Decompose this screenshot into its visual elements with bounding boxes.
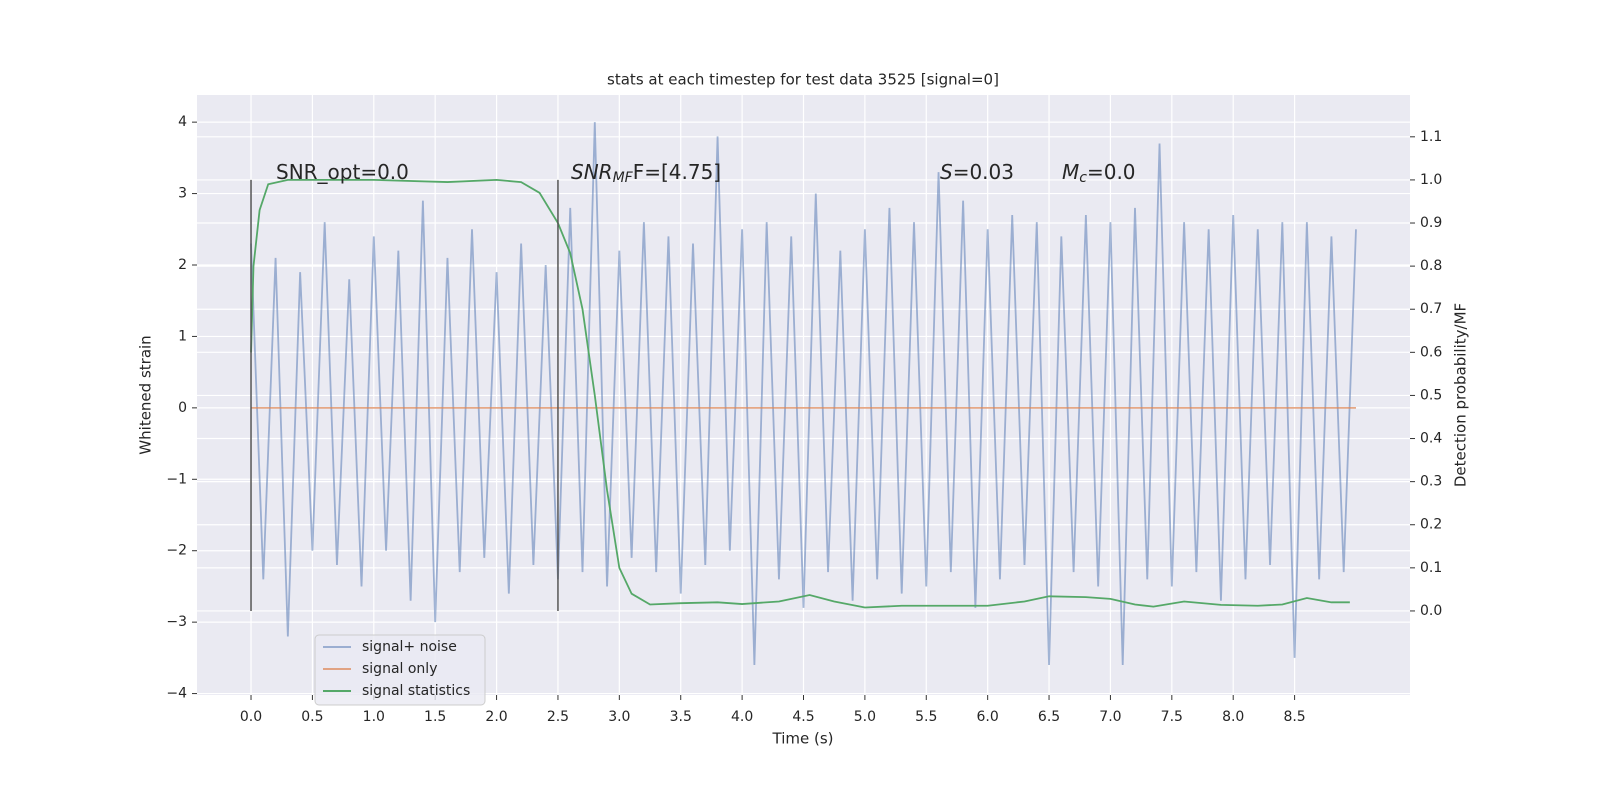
y-tick-label: −2 [166, 543, 187, 559]
axes: 0.0 0.5 1.0 1.5 2.0 2.5 3.0 3.5 4.0 4.5 5.0 5.5 6.0 6… [166, 114, 1442, 725]
y-tick-label: −3 [166, 614, 187, 630]
y2-tick-label: 0.2 [1420, 517, 1442, 533]
series-line [250, 179, 1350, 609]
x-tick-label: 4.5 [792, 709, 814, 725]
y2-tick-label: 1.1 [1420, 129, 1442, 145]
legend-label: signal+ noise [362, 639, 457, 655]
x-tick-label: 0.5 [301, 709, 323, 725]
annotation-rest: =0.0 [1087, 160, 1136, 184]
series-line [250, 122, 1357, 666]
x-tick-label: 3.5 [670, 709, 692, 725]
y2-tick-label: 0.8 [1420, 258, 1442, 274]
x-tick-label: 2.0 [485, 709, 507, 725]
x-tick-label: 8.5 [1283, 709, 1305, 725]
y-tick-label: 0 [178, 400, 187, 416]
legend-label: signal statistics [362, 683, 470, 699]
y2-tick-label: 0.9 [1420, 215, 1442, 231]
x-tick-label: 1.0 [363, 709, 385, 725]
x-tick-label: 5.0 [854, 709, 876, 725]
legend-box [314, 634, 486, 706]
y-tick-label: 4 [178, 114, 187, 130]
annotation-text: SNR [571, 160, 613, 184]
annotation-subscript: c [1079, 170, 1087, 186]
y2-tick-label: 0.4 [1420, 431, 1442, 447]
y2-tick-label: 0.3 [1420, 474, 1442, 490]
legend: signal+ noise signal only signal statistic… [314, 634, 486, 706]
y-tick-label: −1 [166, 471, 187, 487]
y2-tick-label: 0.1 [1420, 560, 1442, 576]
x-tick-label: 5.5 [915, 709, 937, 725]
x-tick-label: 6.0 [977, 709, 999, 725]
y-tick-label: 3 [178, 186, 187, 202]
annotation-text: M [1062, 160, 1079, 184]
y2-tick-label: 0.6 [1420, 344, 1442, 360]
x-tick-label: 2.5 [547, 709, 569, 725]
y2-tick-label: 0.0 [1420, 603, 1442, 619]
annotation-text: S [940, 160, 953, 184]
annotation-rest: F=[4.75] [633, 160, 721, 184]
marks [250, 122, 1357, 666]
y2-tick-label: 0.5 [1420, 387, 1442, 403]
x-tick-label: 7.0 [1099, 709, 1121, 725]
annotation: SNR_opt=0.0 [276, 160, 409, 184]
y-tick-label: −4 [166, 686, 187, 702]
y2-tick-label: 1.0 [1420, 172, 1442, 188]
annotation: Mc=0.0 [1062, 160, 1136, 187]
x-tick-label: 0.0 [240, 709, 262, 725]
y-tick-label: 2 [178, 257, 187, 273]
annotation: S=0.03 [940, 160, 1014, 184]
x-tick-label: 7.5 [1161, 709, 1183, 725]
y-axis-label: Whitened strain [137, 335, 155, 454]
x-tick-label: 8.0 [1222, 709, 1244, 725]
x-tick-label: 4.0 [731, 709, 753, 725]
chart-title: stats at each timestep for test data 352… [607, 71, 999, 89]
x-axis-label: Time (s) [772, 730, 834, 748]
annotation-rest: =0.03 [953, 160, 1014, 184]
y-tick-label: 1 [178, 328, 187, 344]
annotation: SNRMFF=[4.75] [571, 160, 721, 187]
annotation-subscript: MF [613, 170, 634, 186]
legend-label: signal only [362, 661, 437, 677]
x-tick-label: 6.5 [1038, 709, 1060, 725]
y2-axis-label: Detection probability/MF [1452, 303, 1470, 487]
x-tick-label: 1.5 [424, 709, 446, 725]
x-tick-label: 3.0 [608, 709, 630, 725]
y2-tick-label: 0.7 [1420, 301, 1442, 317]
annotation-text: SNR_opt=0.0 [276, 160, 409, 184]
